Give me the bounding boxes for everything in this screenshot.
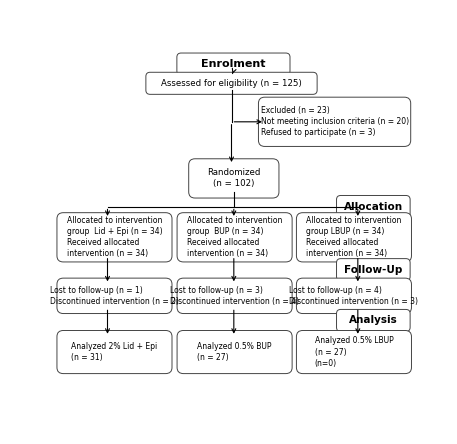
Text: Analyzed 0.5% BUP
(n = 27): Analyzed 0.5% BUP (n = 27) [197,342,272,362]
FancyBboxPatch shape [57,213,172,262]
Text: Lost to follow-up (n = 1)
Discontinued intervention (n = 2): Lost to follow-up (n = 1) Discontinued i… [50,286,179,306]
FancyBboxPatch shape [297,278,411,313]
Text: Analyzed 0.5% LBUP
(n = 27)
(n=0): Analyzed 0.5% LBUP (n = 27) (n=0) [314,337,393,368]
FancyBboxPatch shape [336,258,410,281]
FancyBboxPatch shape [177,213,292,262]
Text: Lost to follow-up (n = 3)
Discontinued intervention (n = 4): Lost to follow-up (n = 3) Discontinued i… [170,286,299,306]
Text: Allocated to intervention
group  Lid + Epi (n = 34)
Received allocated
intervent: Allocated to intervention group Lid + Ep… [67,216,162,258]
FancyBboxPatch shape [177,330,292,373]
Text: Randomized
(n = 102): Randomized (n = 102) [207,168,260,188]
Text: Analyzed 2% Lid + Epi
(n = 31): Analyzed 2% Lid + Epi (n = 31) [71,342,158,362]
FancyBboxPatch shape [57,330,172,373]
FancyBboxPatch shape [336,195,410,218]
Text: Lost to follow-up (n = 4)
Discontinued intervention (n = 3): Lost to follow-up (n = 4) Discontinued i… [289,286,419,306]
Text: Analysis: Analysis [349,316,398,325]
Text: Assessed for eligibility (n = 125): Assessed for eligibility (n = 125) [161,79,302,88]
Text: Allocation: Allocation [344,202,403,211]
FancyBboxPatch shape [297,330,411,373]
Text: Enrolment: Enrolment [201,59,266,69]
FancyBboxPatch shape [57,278,172,313]
Text: Allocated to intervention
group  BUP (n = 34)
Received allocated
intervention (n: Allocated to intervention group BUP (n =… [187,216,282,258]
FancyBboxPatch shape [177,278,292,313]
FancyBboxPatch shape [146,72,317,94]
Text: Allocated to intervention
group LBUP (n = 34)
Received allocated
intervention (n: Allocated to intervention group LBUP (n … [306,216,402,258]
FancyBboxPatch shape [177,53,290,75]
FancyBboxPatch shape [297,213,411,262]
FancyBboxPatch shape [259,97,411,147]
FancyBboxPatch shape [189,159,279,198]
Text: Follow-Up: Follow-Up [344,265,403,275]
FancyBboxPatch shape [336,309,410,332]
Text: Excluded (n = 23)
Not meeting inclusion criteria (n = 20)
Refused to participate: Excluded (n = 23) Not meeting inclusion … [260,106,409,137]
